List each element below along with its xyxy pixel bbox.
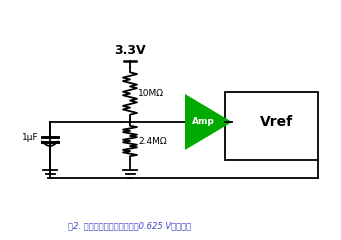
Text: Vref: Vref — [260, 115, 293, 129]
Text: 10MΩ: 10MΩ — [138, 89, 164, 98]
Text: 3.3V: 3.3V — [114, 44, 146, 57]
Polygon shape — [185, 94, 232, 150]
Text: Amp: Amp — [192, 118, 214, 126]
Text: 2.4MΩ: 2.4MΩ — [138, 137, 167, 145]
Text: 1μF: 1μF — [23, 132, 39, 142]
Text: 图2. 电阵分压器和缓冲器产生0.625 V基准电压: 图2. 电阵分压器和缓冲器产生0.625 V基准电压 — [69, 222, 192, 230]
Bar — [225, 92, 318, 160]
